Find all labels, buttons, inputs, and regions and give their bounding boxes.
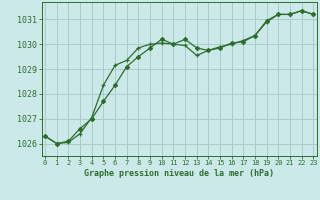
- X-axis label: Graphe pression niveau de la mer (hPa): Graphe pression niveau de la mer (hPa): [84, 169, 274, 178]
